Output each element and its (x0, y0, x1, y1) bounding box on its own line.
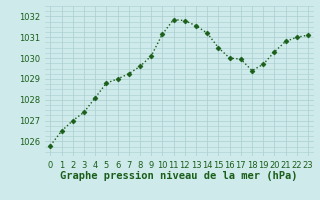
X-axis label: Graphe pression niveau de la mer (hPa): Graphe pression niveau de la mer (hPa) (60, 171, 298, 181)
